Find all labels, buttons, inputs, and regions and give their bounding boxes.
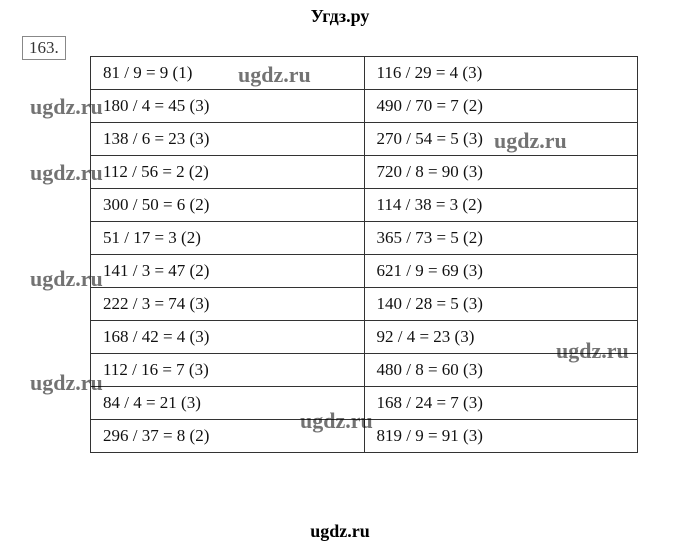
table-row: 300 / 50 = 6 (2)114 / 38 = 3 (2) [91, 189, 638, 222]
page-header: Угдз.ру [0, 0, 680, 31]
table-cell: 168 / 24 = 7 (3) [364, 387, 638, 420]
table-row: 112 / 56 = 2 (2)720 / 8 = 90 (3) [91, 156, 638, 189]
problem-number-label: 163. [22, 36, 66, 60]
equations-table: 81 / 9 = 9 (1)116 / 29 = 4 (3) 180 / 4 =… [90, 56, 638, 453]
table-row: 112 / 16 = 7 (3)480 / 8 = 60 (3) [91, 354, 638, 387]
table-cell: 720 / 8 = 90 (3) [364, 156, 638, 189]
table-cell: 222 / 3 = 74 (3) [91, 288, 365, 321]
table-cell: 270 / 54 = 5 (3) [364, 123, 638, 156]
table-cell: 480 / 8 = 60 (3) [364, 354, 638, 387]
table-cell: 84 / 4 = 21 (3) [91, 387, 365, 420]
table-cell: 365 / 73 = 5 (2) [364, 222, 638, 255]
table-cell: 138 / 6 = 23 (3) [91, 123, 365, 156]
table-cell: 92 / 4 = 23 (3) [364, 321, 638, 354]
table-cell: 51 / 17 = 3 (2) [91, 222, 365, 255]
table-cell: 180 / 4 = 45 (3) [91, 90, 365, 123]
table-row: 141 / 3 = 47 (2)621 / 9 = 69 (3) [91, 255, 638, 288]
table-cell: 490 / 70 = 7 (2) [364, 90, 638, 123]
table-cell: 114 / 38 = 3 (2) [364, 189, 638, 222]
table-row: 296 / 37 = 8 (2)819 / 9 = 91 (3) [91, 420, 638, 453]
table-cell: 112 / 16 = 7 (3) [91, 354, 365, 387]
table-row: 84 / 4 = 21 (3)168 / 24 = 7 (3) [91, 387, 638, 420]
table-row: 51 / 17 = 3 (2)365 / 73 = 5 (2) [91, 222, 638, 255]
table-row: 168 / 42 = 4 (3)92 / 4 = 23 (3) [91, 321, 638, 354]
table-row: 180 / 4 = 45 (3)490 / 70 = 7 (2) [91, 90, 638, 123]
table-cell: 116 / 29 = 4 (3) [364, 57, 638, 90]
table-row: 222 / 3 = 74 (3)140 / 28 = 5 (3) [91, 288, 638, 321]
table-cell: 296 / 37 = 8 (2) [91, 420, 365, 453]
table-cell: 819 / 9 = 91 (3) [364, 420, 638, 453]
table-cell: 168 / 42 = 4 (3) [91, 321, 365, 354]
table-cell: 621 / 9 = 69 (3) [364, 255, 638, 288]
table-cell: 81 / 9 = 9 (1) [91, 57, 365, 90]
table-cell: 140 / 28 = 5 (3) [364, 288, 638, 321]
table-row: 81 / 9 = 9 (1)116 / 29 = 4 (3) [91, 57, 638, 90]
table-cell: 300 / 50 = 6 (2) [91, 189, 365, 222]
page-footer: ugdz.ru [0, 521, 680, 542]
table-cell: 112 / 56 = 2 (2) [91, 156, 365, 189]
table-row: 138 / 6 = 23 (3)270 / 54 = 5 (3) [91, 123, 638, 156]
table-cell: 141 / 3 = 47 (2) [91, 255, 365, 288]
